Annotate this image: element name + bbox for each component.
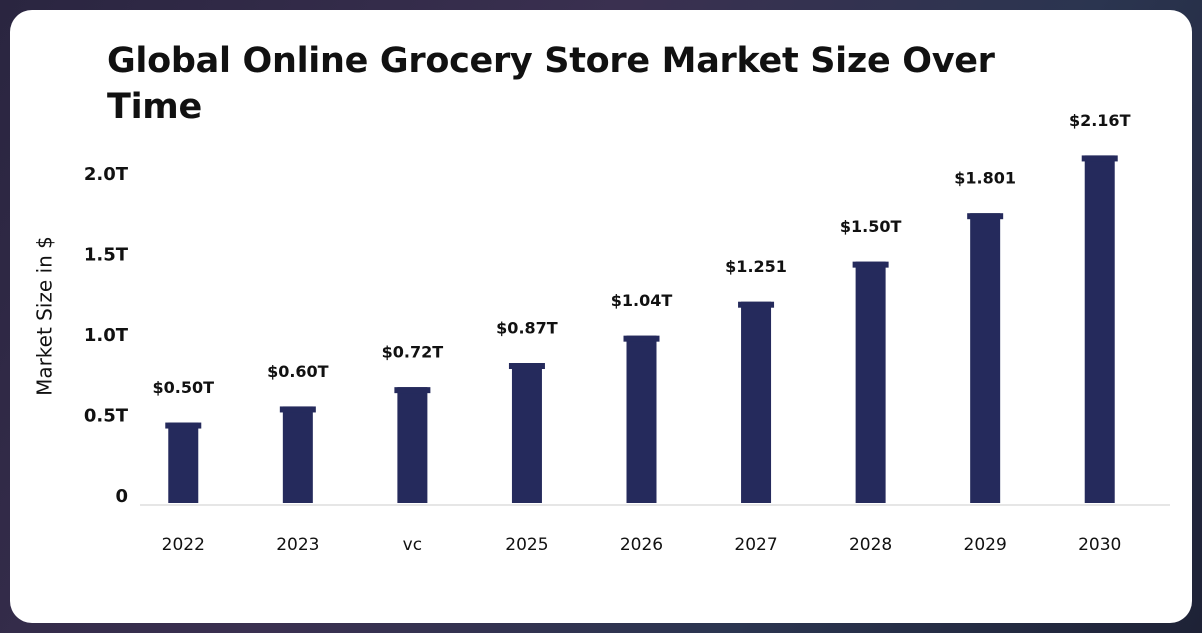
- value-label: $0.72T: [382, 343, 444, 362]
- bar: [970, 213, 1001, 503]
- y-tick-label: 1.5T: [84, 245, 129, 266]
- x-tick-label: 2029: [964, 535, 1007, 555]
- chart-title: Global Online Grocery Store Market Size …: [107, 41, 995, 127]
- x-tick-label: 2023: [276, 535, 319, 555]
- value-label: $1.50T: [840, 217, 902, 236]
- x-tick-label: 2028: [849, 535, 892, 555]
- value-label: $0.50T: [153, 378, 215, 397]
- value-label: $1.801: [954, 169, 1016, 188]
- bar-cap: [852, 261, 889, 268]
- bar: [1084, 155, 1115, 503]
- y-tick-label: 0: [115, 486, 128, 507]
- bar-cap: [508, 363, 545, 370]
- bar-cap: [394, 387, 431, 394]
- y-tick-label: 2.0T: [84, 164, 129, 185]
- x-tick-label: 2022: [162, 535, 205, 555]
- bar-cap: [279, 406, 316, 413]
- bar-cap: [165, 422, 202, 429]
- value-label: $1.04T: [611, 291, 673, 310]
- value-label: $0.60T: [267, 362, 329, 381]
- x-tick-label: 2027: [734, 535, 777, 555]
- bar-cap: [738, 301, 775, 308]
- bar: [511, 363, 542, 503]
- bar-cap: [1081, 155, 1118, 162]
- y-tick-label: 1.0T: [84, 325, 129, 346]
- value-label: $2.16T: [1069, 111, 1131, 130]
- bar: [282, 406, 313, 503]
- x-tick-label: 2025: [505, 535, 548, 555]
- bar: [168, 422, 199, 503]
- value-label: $1.251: [725, 257, 787, 276]
- bar-cap: [623, 335, 660, 342]
- x-tick-label: 2030: [1078, 535, 1121, 555]
- y-tick-label: 0.5T: [84, 406, 129, 427]
- bar-cap: [967, 213, 1004, 220]
- bar: [626, 335, 657, 503]
- bar: [741, 301, 772, 503]
- x-tick-label: 2026: [620, 535, 663, 555]
- y-axis-label: Market Size in $: [33, 236, 57, 396]
- x-tick-label: vc: [403, 535, 422, 555]
- bar: [855, 261, 886, 503]
- bar: [397, 387, 428, 503]
- value-label: $0.87T: [496, 319, 558, 338]
